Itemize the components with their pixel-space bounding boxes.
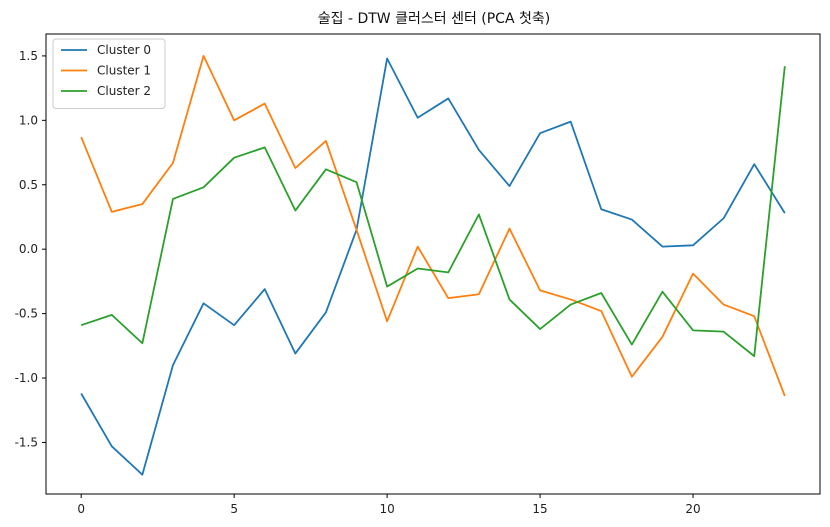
y-axis: -1.5 -1.0 -0.5 0.0 0.5 1.0 1.5 [15,49,46,449]
legend: Cluster 0 Cluster 1 Cluster 2 [52,38,166,109]
x-axis: 0 5 10 15 20 [77,494,701,516]
legend-label: Cluster 2 [97,84,151,98]
x-tick-label: 5 [230,502,238,516]
y-tick-label: -0.5 [15,307,38,321]
series-line-cluster-0 [80,57,786,476]
series-line-cluster-1 [80,55,786,397]
x-tick-label: 15 [532,502,547,516]
x-tick-label: 20 [685,502,700,516]
y-tick-label: -1.0 [15,371,38,385]
x-tick-label: 0 [77,502,85,516]
series-layer [80,55,786,476]
y-tick-label: 1.5 [19,49,38,63]
series-line-cluster-2 [80,66,786,358]
legend-label: Cluster 1 [97,64,151,78]
y-tick-label: 1.0 [19,113,38,127]
chart-title: 술집 - DTW 클러스터 센터 (PCA 첫축) [318,11,550,27]
x-tick-label: 10 [379,502,394,516]
y-tick-label: 0.5 [19,178,38,192]
y-tick-label: 0.0 [19,242,38,256]
legend-label: Cluster 0 [97,43,151,57]
plot-area [45,33,821,495]
y-tick-label: -1.5 [15,435,38,449]
plot-frame [45,33,821,495]
